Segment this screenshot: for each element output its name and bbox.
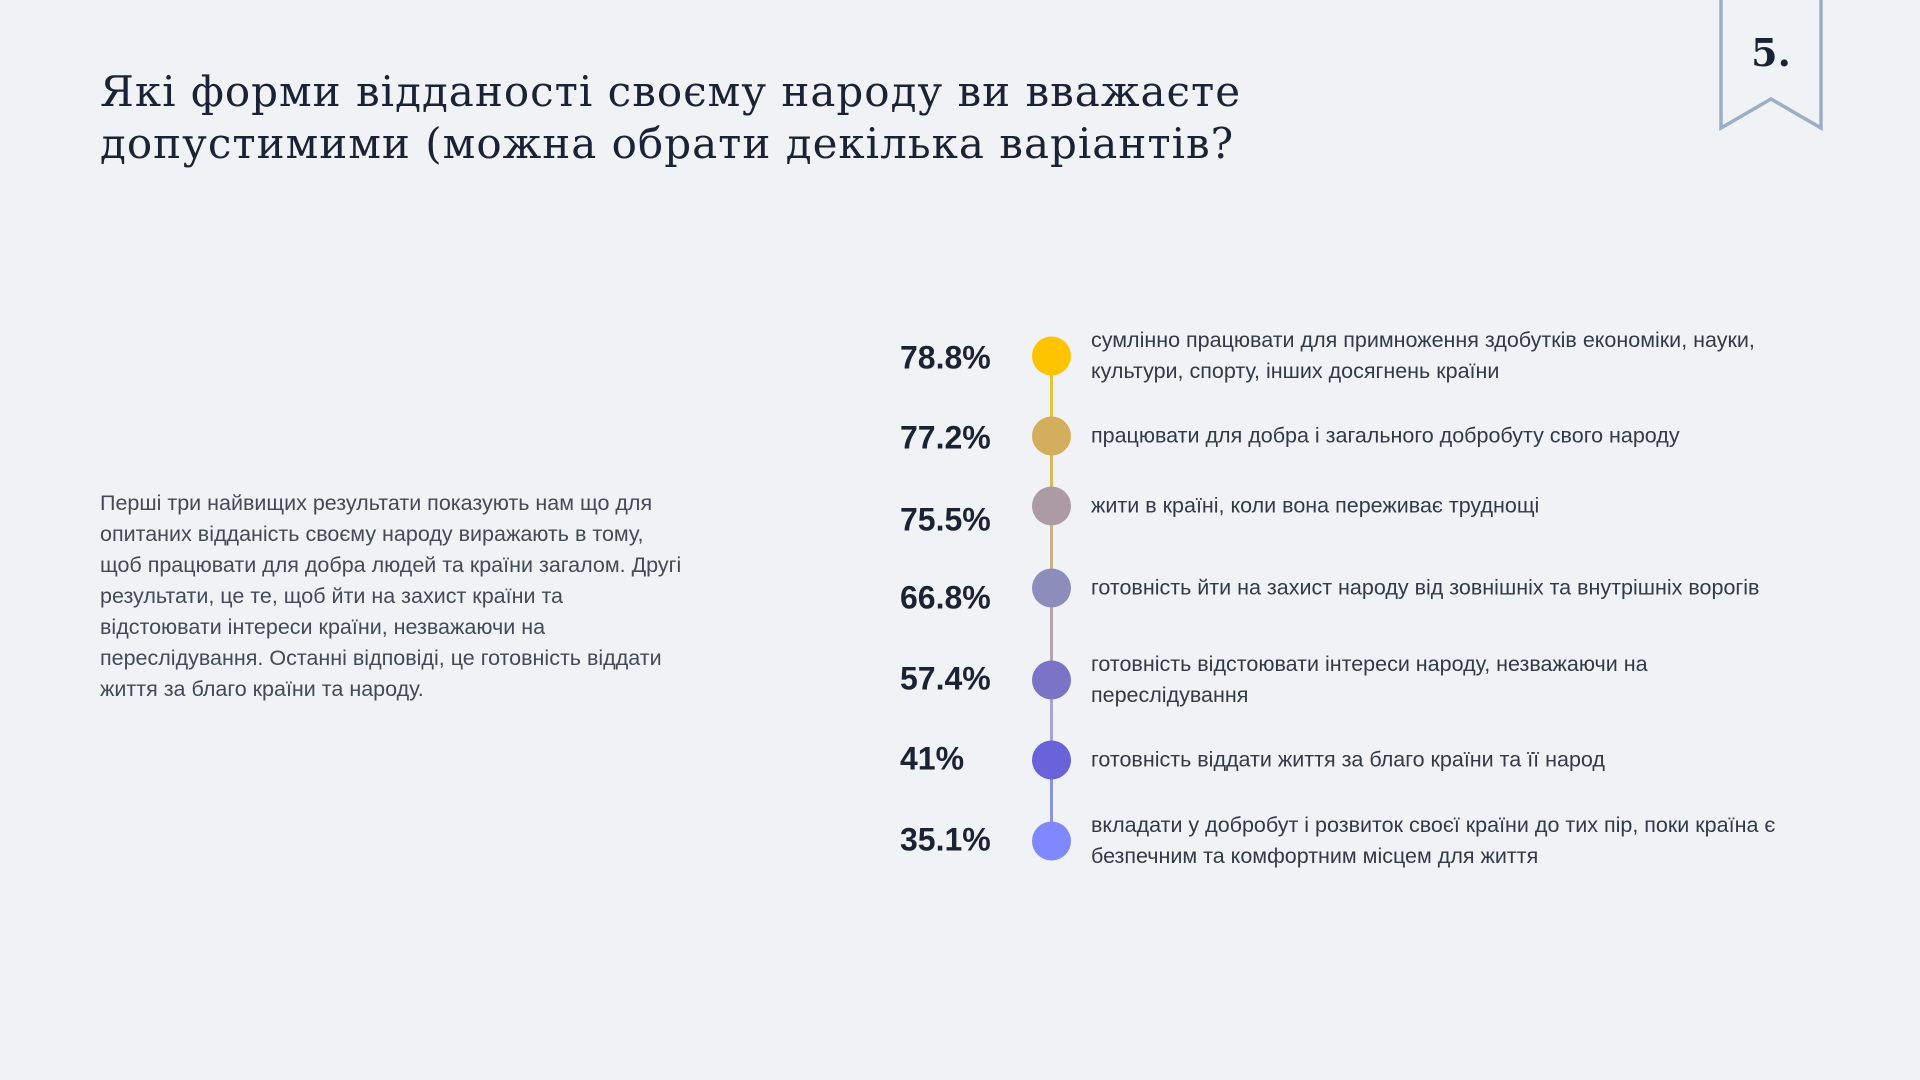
item-description: жити в країні, коли вона переживає трудн… [1091, 493, 1540, 518]
bookmark-icon [1719, 0, 1823, 132]
timeline-connector [1050, 436, 1053, 506]
item-description: готовність віддати життя за благо країни… [1091, 747, 1605, 772]
percent-label: 78.8% [900, 339, 991, 376]
timeline-connector [1050, 760, 1053, 841]
marker-dot [1032, 740, 1071, 780]
marker-dot [1032, 486, 1071, 526]
item-description: вкладати у добробут і розвиток своєї кра… [1091, 813, 1776, 868]
page-number: 5. [1751, 30, 1791, 75]
item-description: готовність відстоювати інтереси народу, … [1091, 652, 1648, 707]
item-description: готовність йти на захист народу від зовн… [1091, 575, 1760, 600]
percent-label: 41% [900, 740, 965, 777]
percent-label: 57.4% [900, 660, 991, 697]
marker-dot [1032, 821, 1071, 861]
page-title: Які форми відданості своєму народу ви вв… [100, 67, 1242, 168]
percent-label: 75.5% [900, 501, 991, 538]
timeline-connector [1050, 506, 1053, 588]
item-description: сумлінно працювати для примноження здобу… [1091, 328, 1755, 383]
marker-dot [1032, 568, 1071, 608]
timeline-connector [1050, 680, 1053, 760]
timeline-connector [1050, 588, 1053, 680]
timeline-connector [1050, 356, 1053, 436]
marker-dot [1032, 336, 1071, 376]
summary-text: Перші три найвищих результати показують … [100, 491, 682, 701]
percent-label: 77.2% [900, 419, 991, 456]
marker-dot [1032, 416, 1071, 456]
percent-label: 35.1% [900, 821, 991, 858]
percent-label: 66.8% [900, 579, 991, 616]
item-description: працювати для добра і загального добробу… [1091, 423, 1680, 448]
marker-dot [1032, 660, 1071, 700]
